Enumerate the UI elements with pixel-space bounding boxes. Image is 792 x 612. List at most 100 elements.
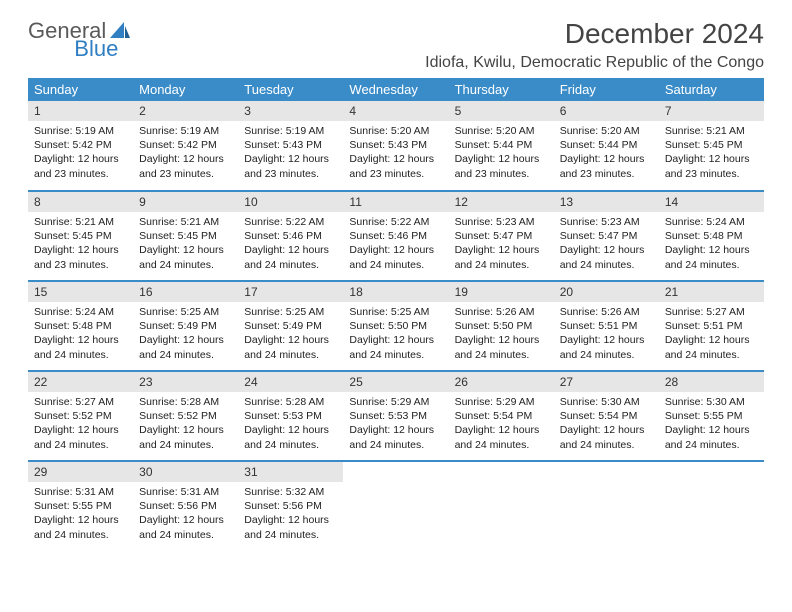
calendar-cell: 27Sunrise: 5:30 AMSunset: 5:54 PMDayligh… [554, 371, 659, 461]
day-number: 18 [343, 282, 448, 302]
day-number: 29 [28, 462, 133, 482]
calendar-cell: 29Sunrise: 5:31 AMSunset: 5:55 PMDayligh… [28, 461, 133, 551]
day-number: 12 [449, 192, 554, 212]
calendar-cell: 22Sunrise: 5:27 AMSunset: 5:52 PMDayligh… [28, 371, 133, 461]
day-number: 15 [28, 282, 133, 302]
day-details: Sunrise: 5:28 AMSunset: 5:52 PMDaylight:… [133, 392, 238, 458]
calendar-table: SundayMondayTuesdayWednesdayThursdayFrid… [28, 78, 764, 551]
day-details: Sunrise: 5:21 AMSunset: 5:45 PMDaylight:… [659, 121, 764, 187]
calendar-cell-empty [343, 461, 448, 551]
calendar-cell: 2Sunrise: 5:19 AMSunset: 5:42 PMDaylight… [133, 101, 238, 191]
day-number: 9 [133, 192, 238, 212]
calendar-cell: 11Sunrise: 5:22 AMSunset: 5:46 PMDayligh… [343, 191, 448, 281]
weekday-header: Wednesday [343, 78, 448, 101]
calendar-cell-empty [659, 461, 764, 551]
day-number: 6 [554, 101, 659, 121]
calendar-cell-empty [449, 461, 554, 551]
weekday-header: Tuesday [238, 78, 343, 101]
calendar-cell: 24Sunrise: 5:28 AMSunset: 5:53 PMDayligh… [238, 371, 343, 461]
day-details: Sunrise: 5:19 AMSunset: 5:42 PMDaylight:… [133, 121, 238, 187]
calendar-cell: 3Sunrise: 5:19 AMSunset: 5:43 PMDaylight… [238, 101, 343, 191]
title-block: December 2024 [565, 18, 764, 50]
day-number: 26 [449, 372, 554, 392]
weekday-header-row: SundayMondayTuesdayWednesdayThursdayFrid… [28, 78, 764, 101]
day-number: 19 [449, 282, 554, 302]
calendar-cell: 31Sunrise: 5:32 AMSunset: 5:56 PMDayligh… [238, 461, 343, 551]
day-details: Sunrise: 5:24 AMSunset: 5:48 PMDaylight:… [28, 302, 133, 368]
calendar-cell: 15Sunrise: 5:24 AMSunset: 5:48 PMDayligh… [28, 281, 133, 371]
day-details: Sunrise: 5:22 AMSunset: 5:46 PMDaylight:… [343, 212, 448, 278]
day-number: 10 [238, 192, 343, 212]
day-number: 3 [238, 101, 343, 121]
day-details: Sunrise: 5:23 AMSunset: 5:47 PMDaylight:… [554, 212, 659, 278]
day-details: Sunrise: 5:20 AMSunset: 5:44 PMDaylight:… [449, 121, 554, 187]
weekday-header: Friday [554, 78, 659, 101]
day-details: Sunrise: 5:22 AMSunset: 5:46 PMDaylight:… [238, 212, 343, 278]
day-number: 25 [343, 372, 448, 392]
calendar-cell-empty [554, 461, 659, 551]
day-number: 17 [238, 282, 343, 302]
day-details: Sunrise: 5:25 AMSunset: 5:50 PMDaylight:… [343, 302, 448, 368]
calendar-cell: 23Sunrise: 5:28 AMSunset: 5:52 PMDayligh… [133, 371, 238, 461]
day-number: 23 [133, 372, 238, 392]
day-number: 2 [133, 101, 238, 121]
day-details: Sunrise: 5:27 AMSunset: 5:52 PMDaylight:… [28, 392, 133, 458]
calendar-cell: 5Sunrise: 5:20 AMSunset: 5:44 PMDaylight… [449, 101, 554, 191]
day-number: 13 [554, 192, 659, 212]
day-number: 20 [554, 282, 659, 302]
day-details: Sunrise: 5:26 AMSunset: 5:51 PMDaylight:… [554, 302, 659, 368]
day-number: 8 [28, 192, 133, 212]
month-title: December 2024 [565, 18, 764, 50]
day-number: 27 [554, 372, 659, 392]
day-details: Sunrise: 5:19 AMSunset: 5:42 PMDaylight:… [28, 121, 133, 187]
day-details: Sunrise: 5:30 AMSunset: 5:55 PMDaylight:… [659, 392, 764, 458]
calendar-cell: 17Sunrise: 5:25 AMSunset: 5:49 PMDayligh… [238, 281, 343, 371]
calendar-cell: 13Sunrise: 5:23 AMSunset: 5:47 PMDayligh… [554, 191, 659, 281]
day-number: 22 [28, 372, 133, 392]
weekday-header: Sunday [28, 78, 133, 101]
day-details: Sunrise: 5:25 AMSunset: 5:49 PMDaylight:… [133, 302, 238, 368]
day-details: Sunrise: 5:24 AMSunset: 5:48 PMDaylight:… [659, 212, 764, 278]
calendar-cell: 19Sunrise: 5:26 AMSunset: 5:50 PMDayligh… [449, 281, 554, 371]
calendar-cell: 16Sunrise: 5:25 AMSunset: 5:49 PMDayligh… [133, 281, 238, 371]
brand-logo: General Blue [28, 18, 176, 44]
calendar-cell: 26Sunrise: 5:29 AMSunset: 5:54 PMDayligh… [449, 371, 554, 461]
weekday-header: Thursday [449, 78, 554, 101]
day-details: Sunrise: 5:31 AMSunset: 5:55 PMDaylight:… [28, 482, 133, 548]
day-details: Sunrise: 5:23 AMSunset: 5:47 PMDaylight:… [449, 212, 554, 278]
calendar-cell: 1Sunrise: 5:19 AMSunset: 5:42 PMDaylight… [28, 101, 133, 191]
calendar-cell: 7Sunrise: 5:21 AMSunset: 5:45 PMDaylight… [659, 101, 764, 191]
calendar-cell: 4Sunrise: 5:20 AMSunset: 5:43 PMDaylight… [343, 101, 448, 191]
day-number: 16 [133, 282, 238, 302]
day-details: Sunrise: 5:20 AMSunset: 5:43 PMDaylight:… [343, 121, 448, 187]
day-details: Sunrise: 5:19 AMSunset: 5:43 PMDaylight:… [238, 121, 343, 187]
weekday-header: Saturday [659, 78, 764, 101]
day-number: 24 [238, 372, 343, 392]
calendar-cell: 20Sunrise: 5:26 AMSunset: 5:51 PMDayligh… [554, 281, 659, 371]
day-details: Sunrise: 5:32 AMSunset: 5:56 PMDaylight:… [238, 482, 343, 548]
day-details: Sunrise: 5:30 AMSunset: 5:54 PMDaylight:… [554, 392, 659, 458]
calendar-cell: 8Sunrise: 5:21 AMSunset: 5:45 PMDaylight… [28, 191, 133, 281]
day-number: 31 [238, 462, 343, 482]
day-details: Sunrise: 5:31 AMSunset: 5:56 PMDaylight:… [133, 482, 238, 548]
day-details: Sunrise: 5:25 AMSunset: 5:49 PMDaylight:… [238, 302, 343, 368]
day-details: Sunrise: 5:21 AMSunset: 5:45 PMDaylight:… [133, 212, 238, 278]
calendar-cell: 6Sunrise: 5:20 AMSunset: 5:44 PMDaylight… [554, 101, 659, 191]
calendar-cell: 12Sunrise: 5:23 AMSunset: 5:47 PMDayligh… [449, 191, 554, 281]
day-details: Sunrise: 5:28 AMSunset: 5:53 PMDaylight:… [238, 392, 343, 458]
day-details: Sunrise: 5:20 AMSunset: 5:44 PMDaylight:… [554, 121, 659, 187]
day-details: Sunrise: 5:29 AMSunset: 5:54 PMDaylight:… [449, 392, 554, 458]
day-number: 30 [133, 462, 238, 482]
day-details: Sunrise: 5:21 AMSunset: 5:45 PMDaylight:… [28, 212, 133, 278]
calendar-cell: 30Sunrise: 5:31 AMSunset: 5:56 PMDayligh… [133, 461, 238, 551]
day-details: Sunrise: 5:27 AMSunset: 5:51 PMDaylight:… [659, 302, 764, 368]
day-number: 1 [28, 101, 133, 121]
day-number: 28 [659, 372, 764, 392]
weekday-header: Monday [133, 78, 238, 101]
page-header: General Blue December 2024 [28, 18, 764, 50]
calendar-cell: 28Sunrise: 5:30 AMSunset: 5:55 PMDayligh… [659, 371, 764, 461]
calendar-cell: 9Sunrise: 5:21 AMSunset: 5:45 PMDaylight… [133, 191, 238, 281]
day-details: Sunrise: 5:29 AMSunset: 5:53 PMDaylight:… [343, 392, 448, 458]
calendar-cell: 10Sunrise: 5:22 AMSunset: 5:46 PMDayligh… [238, 191, 343, 281]
calendar-cell: 25Sunrise: 5:29 AMSunset: 5:53 PMDayligh… [343, 371, 448, 461]
